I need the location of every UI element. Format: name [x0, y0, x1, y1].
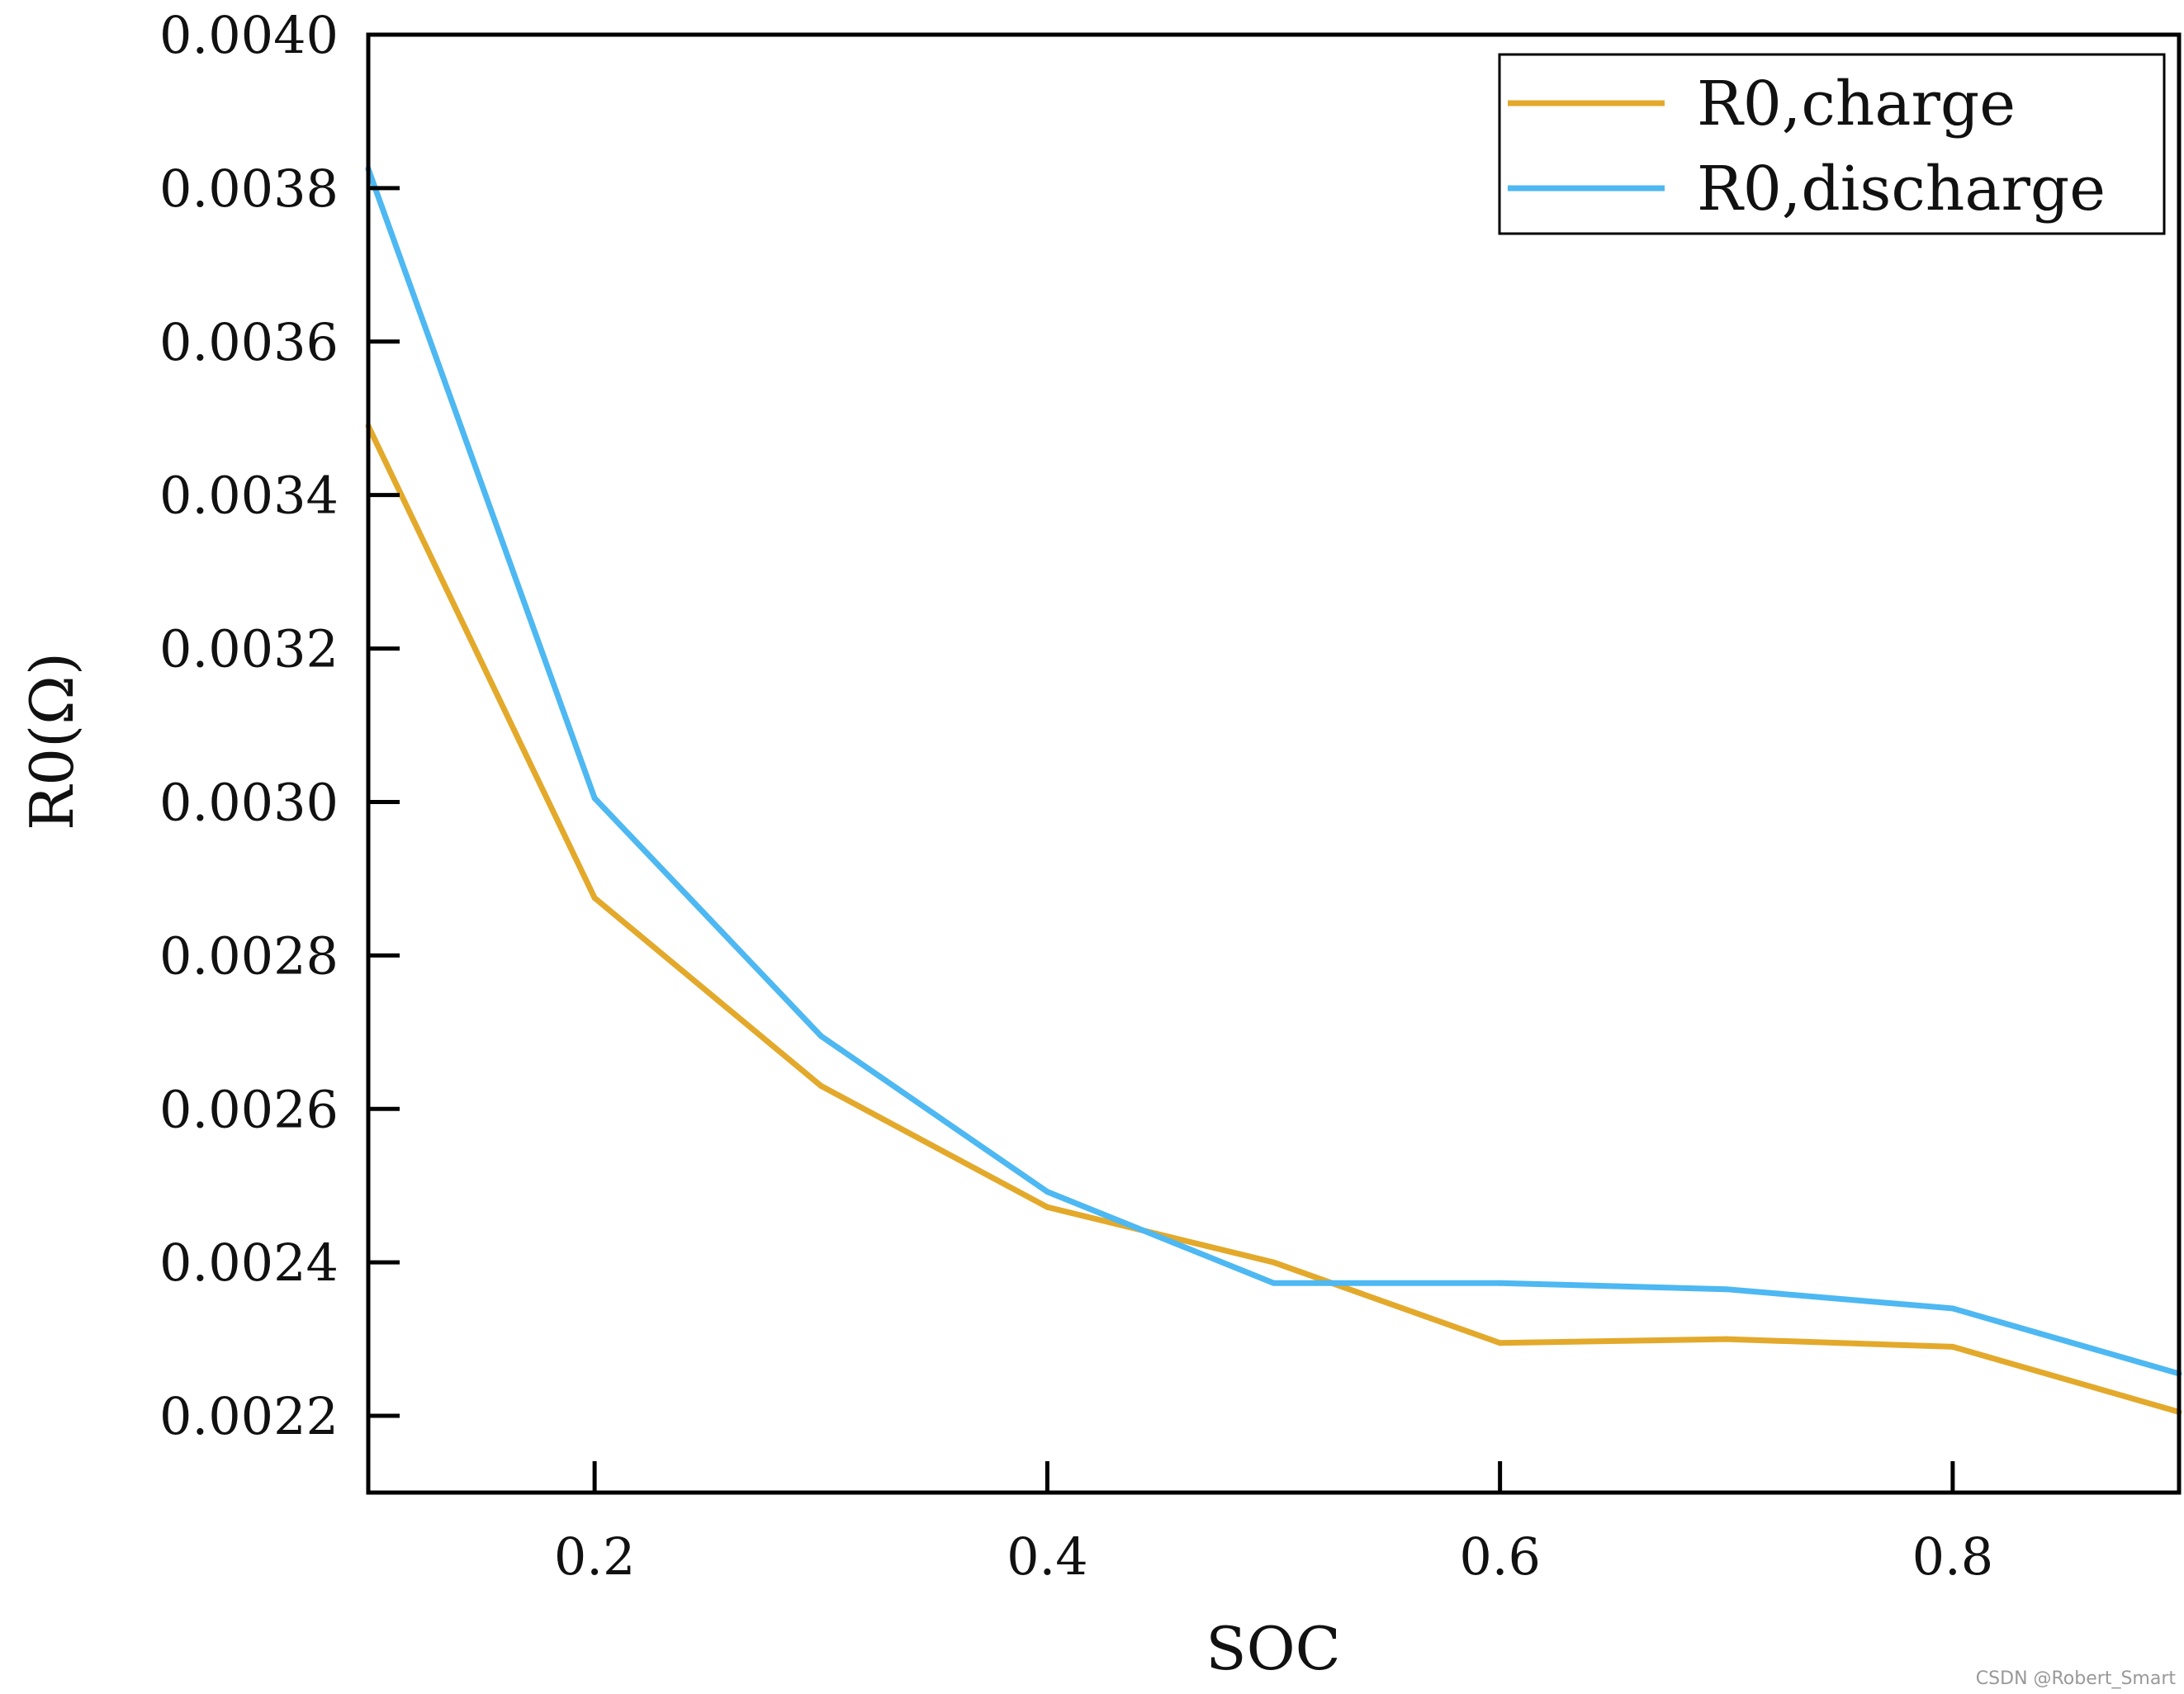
data-point-r0-charge [591, 895, 598, 901]
legend-label: R0,discharge [1697, 154, 2106, 225]
data-point-r0-charge [817, 1082, 824, 1089]
data-point-r0-discharge [817, 1033, 824, 1039]
y-tick-label: 0.0034 [159, 466, 339, 526]
data-point-r0-discharge [1271, 1280, 1277, 1286]
y-tick-label: 0.0038 [159, 159, 339, 219]
legend-label: R0,charge [1697, 69, 2016, 140]
x-tick-label: 0.2 [554, 1526, 636, 1587]
data-point-r0-charge [1044, 1204, 1050, 1210]
x-axis: 0.2 0.4 0.6 0.8 [554, 1461, 1993, 1587]
data-point-r0-discharge [1723, 1286, 1730, 1293]
series-layer [365, 166, 2182, 1415]
legend: R0,charge R0,discharge [1498, 53, 2166, 235]
x-tick-label: 0.8 [1912, 1526, 1994, 1587]
data-point-r0-charge [1271, 1259, 1277, 1266]
y-axis: 0.0022 0.0024 0.0026 0.0028 0.0030 0.0032 0.00… [159, 5, 400, 1446]
data-point-r0-discharge [1949, 1305, 1956, 1312]
x-tick-label: 0.6 [1459, 1526, 1541, 1587]
y-tick-label: 0.0026 [159, 1079, 339, 1139]
watermark: CSDN @Robert_Smart [1976, 1668, 2177, 1689]
data-point-r0-discharge [1044, 1189, 1050, 1195]
y-tick-label: 0.0024 [159, 1233, 339, 1293]
y-axis-title: R0(Ω) [17, 652, 87, 830]
data-point-r0-charge [1497, 1340, 1504, 1346]
data-point-r0-discharge [591, 795, 598, 802]
y-tick-label: 0.0022 [159, 1386, 339, 1446]
x-axis-title: SOC [1206, 1614, 1340, 1683]
y-tick-label: 0.0040 [159, 5, 339, 65]
x-tick-label: 0.4 [1007, 1526, 1088, 1587]
data-point-r0-charge [1949, 1343, 1956, 1350]
y-tick-label: 0.0036 [159, 312, 339, 372]
data-point-r0-charge [1723, 1336, 1730, 1342]
plot-frame [366, 32, 2182, 1495]
y-tick-label: 0.0030 [159, 772, 339, 832]
series-line-r0-discharge [365, 168, 2180, 1377]
y-tick-label: 0.0032 [159, 619, 339, 679]
y-tick-label: 0.0028 [159, 925, 339, 986]
data-point-r0-discharge [1497, 1280, 1504, 1286]
legend-box [1498, 53, 2166, 235]
